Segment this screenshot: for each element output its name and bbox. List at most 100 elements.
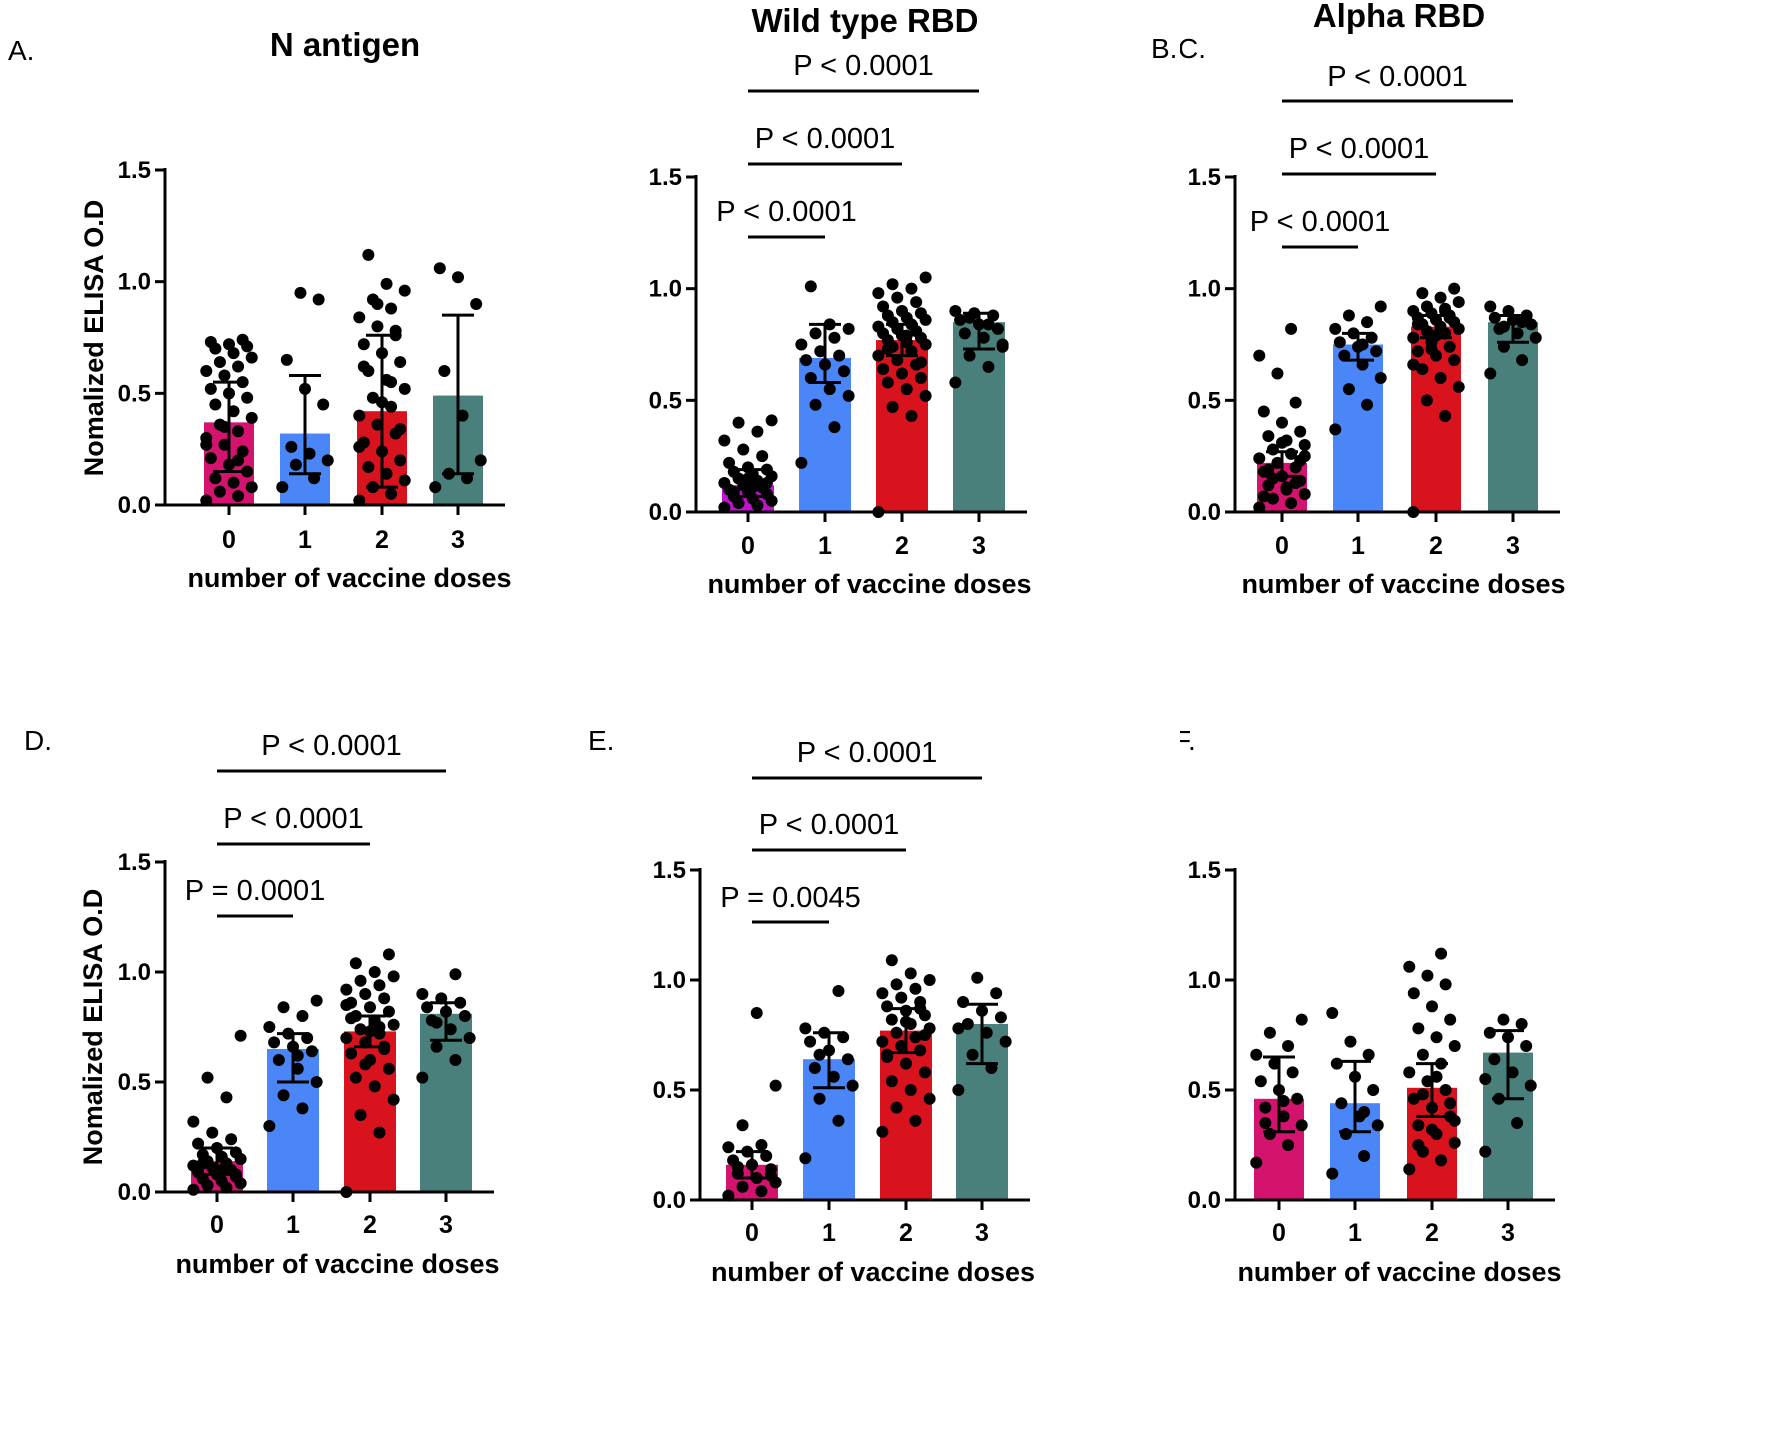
data-point xyxy=(1439,1084,1452,1096)
data-point xyxy=(1277,1095,1290,1107)
data-point xyxy=(872,320,885,333)
bar-3 xyxy=(420,1013,472,1192)
data-point xyxy=(1356,338,1369,351)
data-point xyxy=(452,271,464,284)
data-point xyxy=(1444,1013,1457,1026)
data-point xyxy=(1452,296,1465,309)
data-point xyxy=(980,1026,993,1039)
data-point xyxy=(718,434,731,447)
data-point xyxy=(1416,287,1429,300)
data-point xyxy=(827,1070,840,1083)
data-point xyxy=(751,425,764,438)
data-point xyxy=(996,338,1009,351)
data-point xyxy=(1420,300,1433,313)
data-point xyxy=(223,338,235,351)
y-tick-label: 1.5 xyxy=(649,164,682,191)
y-tick-label: 0.5 xyxy=(649,387,682,414)
p-value-label: P < 0.0001 xyxy=(1327,61,1468,93)
data-point xyxy=(1286,1066,1299,1079)
data-point xyxy=(1479,1145,1492,1158)
data-point xyxy=(340,983,353,996)
data-point xyxy=(1435,1154,1448,1167)
data-point xyxy=(430,1016,443,1029)
data-point xyxy=(200,438,213,451)
y-tick-label: 0.5 xyxy=(118,1069,151,1096)
data-point xyxy=(982,318,995,331)
data-point xyxy=(896,305,908,317)
data-point xyxy=(463,1032,476,1044)
data-point xyxy=(881,342,894,355)
data-point xyxy=(1407,358,1420,371)
x-tick-label: 1 xyxy=(1351,532,1365,560)
data-point xyxy=(241,391,254,404)
y-tick-label: 0.0 xyxy=(118,1179,151,1206)
data-point xyxy=(804,1035,817,1048)
data-point xyxy=(732,416,745,429)
data-point xyxy=(357,338,370,351)
data-point xyxy=(1291,1092,1304,1105)
data-point xyxy=(312,293,325,306)
data-point xyxy=(394,423,407,436)
data-point xyxy=(813,1048,826,1061)
data-point xyxy=(387,1093,400,1106)
data-point xyxy=(765,414,778,427)
data-point xyxy=(232,490,245,503)
data-point xyxy=(187,1159,200,1172)
p-value-label: P = 0.0045 xyxy=(720,882,861,914)
data-point xyxy=(1285,497,1298,510)
y-tick-label: 1.0 xyxy=(1188,967,1221,994)
data-point xyxy=(1333,336,1346,349)
data-point xyxy=(885,954,898,967)
data-point xyxy=(1435,947,1448,960)
data-point xyxy=(204,382,217,395)
data-point xyxy=(1358,1106,1371,1118)
x-tick-label: 3 xyxy=(451,526,465,554)
data-point xyxy=(276,481,289,494)
data-point xyxy=(349,1071,362,1084)
data-point xyxy=(225,1133,238,1146)
data-point xyxy=(954,313,967,326)
data-point xyxy=(362,248,375,261)
data-point xyxy=(1295,1119,1308,1132)
data-point xyxy=(345,1047,358,1060)
data-point xyxy=(218,438,231,451)
panel-letter: B. xyxy=(1151,33,1177,64)
data-point xyxy=(1361,316,1374,329)
p-value-label: P < 0.0001 xyxy=(1289,133,1430,165)
data-point xyxy=(764,1169,777,1182)
x-tick-label: 3 xyxy=(1501,1219,1515,1247)
data-point xyxy=(876,1125,889,1138)
chart-title: Omicron RBD xyxy=(1285,720,1501,723)
x-tick-label: 2 xyxy=(1425,1219,1439,1247)
data-point xyxy=(371,320,384,333)
data-point xyxy=(1250,1048,1263,1061)
data-point xyxy=(949,376,962,389)
data-point xyxy=(1339,1128,1352,1140)
data-point xyxy=(813,1092,826,1105)
y-axis-title: Nomalized ELISA O.D xyxy=(78,889,108,1166)
data-point xyxy=(1483,1026,1496,1039)
chart-panel-c: C. Alpha RBD 0.0 0.5 1.0 1.5 0 1 2 3 number of vac… xyxy=(1180,0,1566,599)
data-point xyxy=(1411,318,1424,331)
data-point xyxy=(1326,1007,1339,1019)
data-point xyxy=(909,1031,922,1044)
data-point xyxy=(914,307,927,320)
data-point xyxy=(1298,439,1311,451)
x-tick-label: 0 xyxy=(741,532,755,560)
data-point xyxy=(1266,492,1279,505)
data-point xyxy=(885,1075,898,1088)
data-point xyxy=(201,1071,214,1084)
data-point xyxy=(1516,316,1529,329)
data-point xyxy=(760,476,773,489)
data-point xyxy=(919,389,932,402)
data-point xyxy=(416,1071,429,1084)
data-point xyxy=(398,382,411,395)
chart-title: Alpha RBD xyxy=(1313,0,1485,34)
data-point xyxy=(1362,1048,1375,1061)
data-point xyxy=(1407,305,1420,317)
data-point xyxy=(1411,345,1424,358)
data-point xyxy=(285,440,298,453)
data-point xyxy=(846,1079,859,1092)
x-axis-title: number of vaccine doses xyxy=(187,563,511,593)
data-point xyxy=(961,1018,974,1030)
